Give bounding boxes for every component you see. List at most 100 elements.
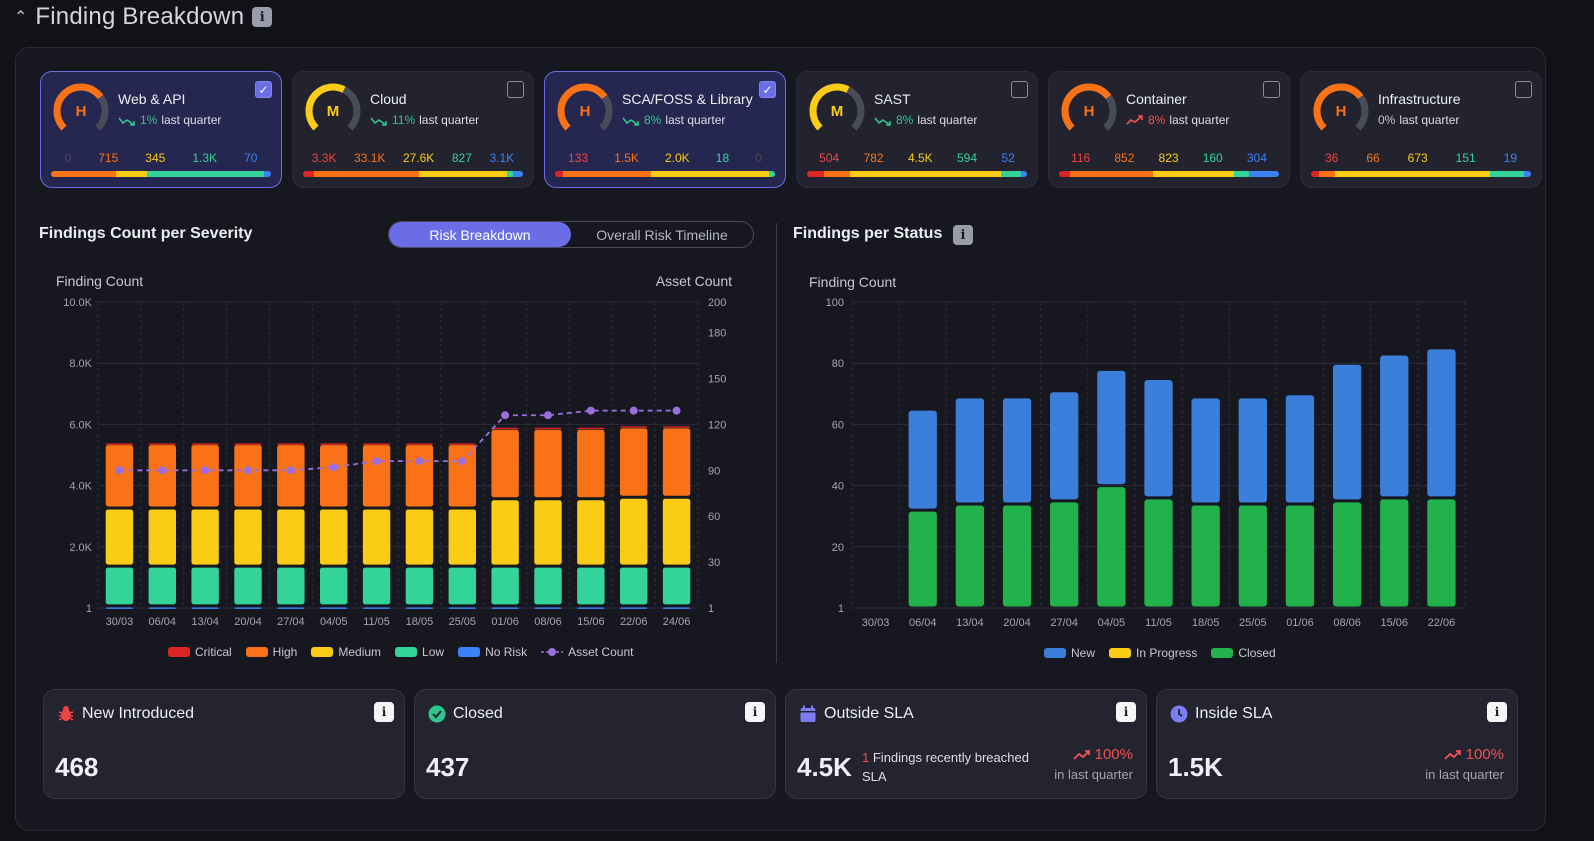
legend-line-swatch	[541, 648, 564, 656]
info-icon[interactable]: i	[745, 702, 765, 722]
legend-swatch	[395, 647, 418, 657]
y2-tick-label: 30	[708, 557, 720, 569]
card-trend: 1% last quarter	[118, 113, 221, 127]
bar-medium	[577, 500, 605, 565]
section-header: ⌃ Finding Breakdown i	[14, 2, 273, 32]
tab-risk-breakdown[interactable]: Risk Breakdown	[389, 222, 571, 247]
info-icon[interactable]: i	[374, 702, 394, 722]
card-checkbox[interactable]	[1515, 81, 1532, 98]
card-checkbox[interactable]: ✓	[759, 81, 776, 98]
legend-item[interactable]: Low	[395, 645, 444, 659]
severity-counts: 36 66 673 151 19	[1311, 151, 1531, 165]
severity-bar-critical	[555, 171, 563, 177]
bar-low	[234, 567, 262, 605]
count-medium: 823	[1158, 151, 1179, 165]
legend-item[interactable]: Asset Count	[541, 645, 633, 659]
check-circle-icon	[428, 705, 446, 723]
info-icon[interactable]: i	[252, 7, 273, 27]
tab-overall-risk-timeline[interactable]: Overall Risk Timeline	[596, 226, 728, 243]
trend-period: last quarter	[419, 113, 480, 127]
severity-bar-medium	[115, 171, 147, 177]
x-tick-label: 04/05	[1098, 617, 1126, 629]
trend-percent: 8%	[644, 113, 662, 127]
legend-item[interactable]: Closed	[1211, 646, 1276, 660]
x-tick-label: 08/06	[1333, 617, 1361, 629]
stat-title: Inside SLA	[1195, 705, 1273, 722]
severity-bar	[1059, 171, 1279, 177]
delta-value: 100%	[1465, 746, 1504, 763]
bar-closed	[1238, 505, 1267, 607]
trend-percent: 11%	[392, 113, 416, 127]
stat-title: New Introduced	[82, 705, 195, 722]
trend-up-icon	[118, 117, 135, 126]
bar-critical	[405, 443, 434, 445]
x-tick-label: 25/05	[449, 616, 477, 628]
card-title: Infrastructure	[1378, 91, 1461, 107]
legend-item[interactable]: No Risk	[458, 645, 527, 659]
stat-card: Inside SLA i 1.5K 100% in last quarter	[1156, 689, 1518, 799]
bar-critical	[105, 443, 134, 445]
y-tick-label: 2.0K	[69, 542, 92, 554]
y-tick-label: 10.0K	[63, 297, 92, 309]
card-checkbox[interactable]	[1011, 81, 1028, 98]
category-card[interactable]: M Cloud 11% last quarter 3.3K 33.1K 27.6K 827 3.…	[292, 71, 534, 188]
bar-no-risk	[491, 607, 519, 609]
count-high: 1.5K	[614, 151, 639, 165]
severity-bar-none	[513, 171, 523, 177]
category-card[interactable]: H Infrastructure 0% last quarter 36 66 673 151 1…	[1300, 71, 1542, 188]
card-checkbox[interactable]: ✓	[255, 81, 272, 98]
legend-item[interactable]: In Progress	[1109, 646, 1197, 660]
bar-no-risk	[234, 607, 262, 609]
info-icon[interactable]: i	[1487, 702, 1507, 722]
asset-count-point	[201, 466, 210, 475]
card-checkbox[interactable]	[1263, 81, 1280, 98]
legend-item[interactable]: Medium	[311, 645, 381, 659]
legend-item[interactable]: High	[245, 645, 297, 659]
x-tick-label: 20/04	[1003, 617, 1031, 629]
bar-no-risk	[277, 607, 305, 609]
chevron-up-icon[interactable]: ⌃	[14, 9, 28, 26]
severity-bar-medium	[1334, 171, 1490, 177]
bar-no-risk	[105, 607, 134, 609]
severity-counts: 3.3K 33.1K 27.6K 827 3.1K	[303, 151, 523, 165]
legend-item[interactable]: New	[1044, 646, 1095, 660]
bar-new	[1144, 380, 1173, 497]
bar-high	[234, 445, 262, 507]
y-tick-label: 80	[832, 358, 844, 370]
legend-swatch	[311, 647, 334, 657]
legend-swatch	[1211, 648, 1234, 658]
status-legend: New In Progress Closed	[1044, 646, 1276, 660]
bar-high	[620, 428, 648, 496]
category-card[interactable]: H SCA/FOSS & Library 8% last quarter ✓ 133 1.5…	[544, 71, 786, 188]
x-tick-label: 08/06	[534, 616, 562, 628]
stat-header: Outside SLA	[799, 705, 914, 723]
category-card[interactable]: H Container 8% last quarter 116 852 823 160 304	[1048, 71, 1290, 188]
legend-item[interactable]: Critical	[168, 645, 232, 659]
card-title: SCA/FOSS & Library	[622, 91, 753, 107]
severity-bar-none	[1020, 171, 1027, 177]
grade-label: M	[327, 103, 340, 120]
bar-low	[448, 567, 476, 605]
bar-new	[1238, 398, 1267, 503]
asset-count-point	[115, 466, 124, 475]
card-checkbox[interactable]	[507, 81, 524, 98]
bar-closed	[1285, 505, 1315, 607]
x-tick-label: 20/04	[234, 616, 262, 628]
severity-bar-high	[313, 171, 419, 177]
trend-up-icon	[874, 117, 891, 126]
category-card[interactable]: M SAST 8% last quarter 504 782 4.5K 594 52	[796, 71, 1038, 188]
card-trend: 8% last quarter	[874, 113, 977, 127]
bug-icon	[58, 706, 74, 721]
count-critical: 0	[64, 151, 72, 165]
severity-bar-none	[1524, 171, 1531, 177]
severity-counts: 504 782 4.5K 594 52	[807, 151, 1027, 165]
bar-closed	[1002, 505, 1032, 607]
y2-tick-label: 200	[708, 297, 726, 309]
status-info-icon[interactable]: i	[953, 225, 973, 245]
bar-new	[1097, 370, 1126, 485]
count-none: 70	[244, 151, 258, 165]
bar-medium	[534, 500, 562, 565]
category-card[interactable]: H Web & API 1% last quarter ✓ 0 715 345 1.3K 70	[40, 71, 282, 188]
info-icon[interactable]: i	[1116, 702, 1136, 722]
trend-percent: 8%	[896, 113, 914, 127]
